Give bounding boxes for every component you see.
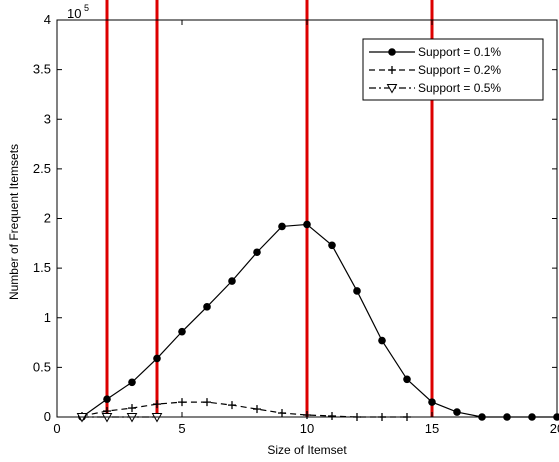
y-tick-label-2: 1 bbox=[44, 310, 51, 325]
series-2-point-5 bbox=[178, 398, 186, 407]
series-2-point-9 bbox=[278, 409, 286, 418]
y-axis-title: Number of Frequent Itemsets bbox=[7, 144, 21, 300]
legend-entries: Support = 0.1% Support = 0.2% Support = 0.… bbox=[369, 45, 501, 95]
legend-entry-2-marker bbox=[388, 66, 396, 74]
y-exponent-base: 10 bbox=[67, 6, 81, 21]
series-1-point-3 bbox=[128, 378, 136, 387]
series-1-point-5 bbox=[178, 327, 186, 336]
x-axis-title: Size of Itemset bbox=[267, 443, 347, 457]
y-tick-label-7: 3.5 bbox=[33, 62, 51, 77]
x-tick-label-2: 10 bbox=[300, 421, 314, 436]
legend: Support = 0.1% Support = 0.2% Support = 0.… bbox=[362, 38, 544, 101]
series-1-point-14 bbox=[403, 375, 411, 384]
legend-entry-1-label: Support = 0.1% bbox=[418, 45, 501, 59]
series-2-point-11 bbox=[328, 412, 336, 421]
series-1-point-13 bbox=[378, 336, 386, 345]
x-tick-label-0: 0 bbox=[53, 421, 60, 436]
series-1-point-2 bbox=[103, 395, 111, 403]
y-tick-label-6: 3 bbox=[44, 111, 51, 126]
series-1-point-6 bbox=[203, 303, 211, 311]
series-2-point-7 bbox=[228, 401, 236, 410]
series-2-point-6 bbox=[203, 398, 211, 407]
series-1-point-4 bbox=[153, 354, 161, 363]
series-2-point-3 bbox=[128, 404, 136, 413]
y-tick-label-5: 2.5 bbox=[33, 161, 51, 176]
series-1 bbox=[78, 220, 559, 421]
legend-entry-3: Support = 0.5% bbox=[369, 81, 501, 95]
y-tick-label-3: 1.5 bbox=[33, 260, 51, 275]
series-2-point-4 bbox=[153, 400, 161, 409]
y-tick-label-1: 0.5 bbox=[33, 359, 51, 374]
legend-entry-2-label: Support = 0.2% bbox=[418, 63, 501, 77]
legend-entry-1: Support = 0.1% bbox=[369, 45, 501, 59]
series-1-point-12 bbox=[353, 287, 361, 295]
axis-ticks bbox=[56, 19, 558, 418]
x-tick-label-3: 15 bbox=[425, 421, 439, 436]
series-2-point-8 bbox=[253, 405, 261, 414]
series-1-point-8 bbox=[253, 248, 261, 257]
series-1-point-11 bbox=[328, 241, 336, 250]
y-exponent-power: 5 bbox=[84, 3, 89, 13]
legend-entry-1-marker bbox=[388, 48, 396, 56]
legend-entry-3-label: Support = 0.5% bbox=[418, 81, 501, 95]
y-tick-label-4: 2 bbox=[44, 211, 51, 226]
legend-entry-3-marker bbox=[386, 84, 398, 94]
series-1-point-7 bbox=[228, 277, 236, 285]
series-1-point-9 bbox=[278, 222, 286, 231]
x-tick-label-4: 20 bbox=[550, 421, 559, 436]
series-1-point-10 bbox=[303, 220, 311, 229]
series-1-point-15 bbox=[428, 398, 436, 406]
y-tick-label-8: 4 bbox=[44, 12, 51, 27]
axis-tick-labels: 0 5 10 15 20 0 0.5 1 1.5 2 2.5 3 3.5 4 bbox=[33, 12, 559, 436]
legend-entry-2: Support = 0.2% bbox=[369, 63, 501, 77]
series-1-point-16 bbox=[453, 408, 461, 416]
x-tick-label-1: 5 bbox=[178, 421, 185, 436]
y-tick-label-0: 0 bbox=[44, 409, 51, 424]
series-1-line bbox=[81, 223, 557, 418]
